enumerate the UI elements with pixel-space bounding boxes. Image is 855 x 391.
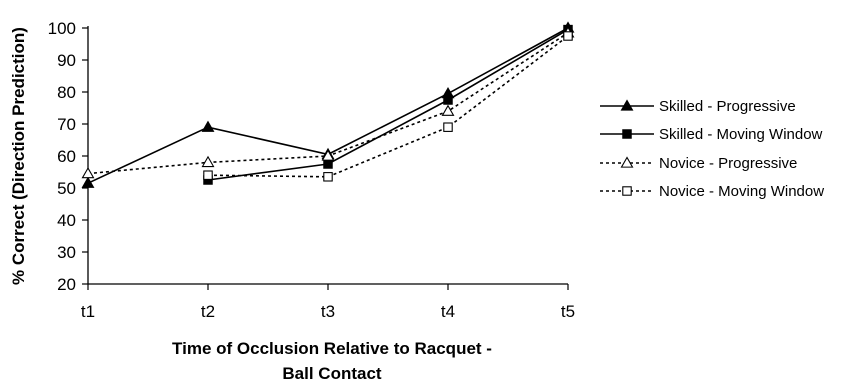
legend-label: Skilled - Moving Window	[659, 126, 823, 143]
y-tick-label: 70	[57, 115, 76, 134]
legend-item: Novice - Progressive	[600, 155, 797, 172]
legend-item: Skilled - Moving Window	[600, 126, 823, 143]
series-2	[204, 25, 572, 184]
plot-series	[83, 23, 574, 188]
axis-titles: % Correct (Direction Prediction) Time of …	[9, 27, 492, 383]
data-point	[83, 168, 94, 178]
y-tick-label: 80	[57, 83, 76, 102]
x-tick-label: t4	[441, 302, 455, 321]
data-point	[204, 171, 212, 179]
legend-marker	[623, 187, 631, 195]
series-4	[204, 32, 572, 181]
series-line	[208, 30, 568, 180]
data-point	[444, 123, 452, 131]
data-point	[444, 96, 452, 104]
data-point	[324, 160, 332, 168]
data-point	[324, 173, 332, 181]
x-tick-label: t5	[561, 302, 575, 321]
series-3	[83, 27, 574, 177]
legend-item: Skilled - Progressive	[600, 98, 796, 115]
y-tick-label: 90	[57, 51, 76, 70]
y-tick-label: 60	[57, 147, 76, 166]
y-axis-title: % Correct (Direction Prediction)	[9, 27, 28, 285]
legend-label: Novice - Progressive	[659, 155, 797, 172]
data-point	[443, 106, 454, 116]
x-tick-label: t2	[201, 302, 215, 321]
y-tick-label: 20	[57, 275, 76, 294]
data-point	[203, 157, 214, 167]
legend-label: Skilled - Progressive	[659, 98, 796, 115]
x-axis-title-line: Time of Occlusion Relative to Racquet -	[172, 339, 492, 358]
y-tick-label: 30	[57, 243, 76, 262]
data-point	[83, 178, 94, 188]
x-tick-label: t1	[81, 302, 95, 321]
x-axis-title-line: Ball Contact	[282, 364, 382, 383]
legend-label: Novice - Moving Window	[659, 183, 824, 200]
legend: Skilled - Progressive Skilled - Moving Wi…	[600, 98, 824, 200]
y-tick-label: 40	[57, 211, 76, 230]
y-tick-label: 100	[48, 19, 76, 38]
data-point	[564, 32, 572, 40]
y-tick-label: 50	[57, 179, 76, 198]
legend-marker	[623, 130, 631, 138]
legend-item: Novice - Moving Window	[600, 183, 824, 200]
x-tick-label: t3	[321, 302, 335, 321]
data-point	[203, 122, 214, 132]
